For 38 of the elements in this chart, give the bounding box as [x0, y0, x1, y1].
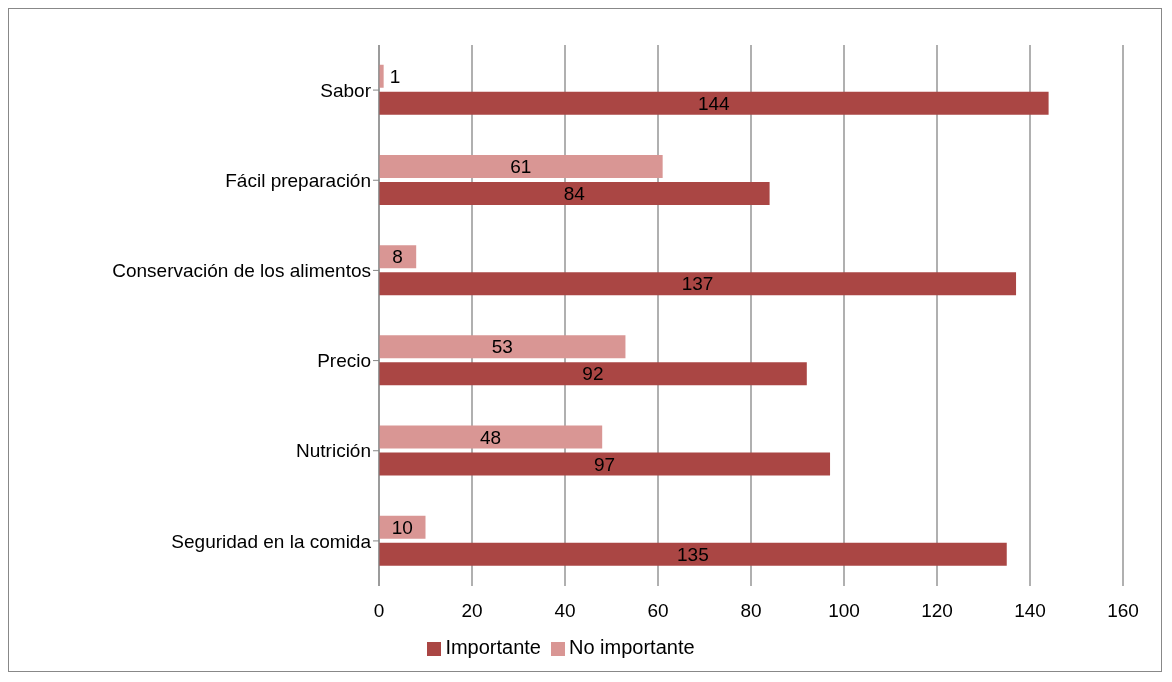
y-tick-label: Precio [317, 350, 371, 372]
data-label: 48 [480, 426, 502, 448]
y-tick-label: Seguridad en la comida [171, 530, 372, 552]
y-tick-label: Fácil preparación [225, 169, 371, 191]
bar [379, 272, 1017, 296]
y-tick-label: Nutrición [296, 440, 371, 462]
bar [379, 425, 603, 449]
data-label: 137 [681, 273, 714, 295]
x-tick-label: 0 [373, 600, 385, 622]
data-label: 1 [389, 65, 401, 87]
bar [379, 182, 770, 205]
y-tick-label: Sabor [320, 79, 372, 101]
x-tick-label: 140 [1014, 600, 1046, 622]
data-label: 97 [593, 453, 616, 475]
x-tick-label: 40 [554, 600, 576, 622]
bar [379, 542, 1007, 566]
bar [379, 452, 831, 476]
y-tick-label: Conservación de los alimentos [112, 260, 371, 282]
data-label: 10 [391, 516, 413, 538]
data-label: 8 [392, 246, 403, 268]
bar [379, 91, 1049, 115]
data-label: 84 [563, 183, 586, 205]
bar [379, 362, 807, 386]
x-tick-label: 100 [828, 600, 860, 622]
x-tick-label: 80 [740, 600, 762, 622]
x-tick-label: 60 [647, 600, 669, 622]
data-label: 144 [697, 92, 731, 114]
data-label: 53 [491, 336, 513, 358]
data-label: 92 [582, 363, 604, 385]
bar [379, 155, 663, 178]
x-tick-label: 120 [921, 600, 953, 622]
legend-label: No importante [568, 636, 695, 658]
x-tick-label: 160 [1107, 600, 1139, 622]
data-label: 61 [510, 156, 532, 178]
bar [379, 335, 626, 359]
x-tick-label: 20 [461, 600, 483, 622]
data-label: 135 [677, 543, 709, 565]
legend-label: Importante [445, 636, 541, 658]
